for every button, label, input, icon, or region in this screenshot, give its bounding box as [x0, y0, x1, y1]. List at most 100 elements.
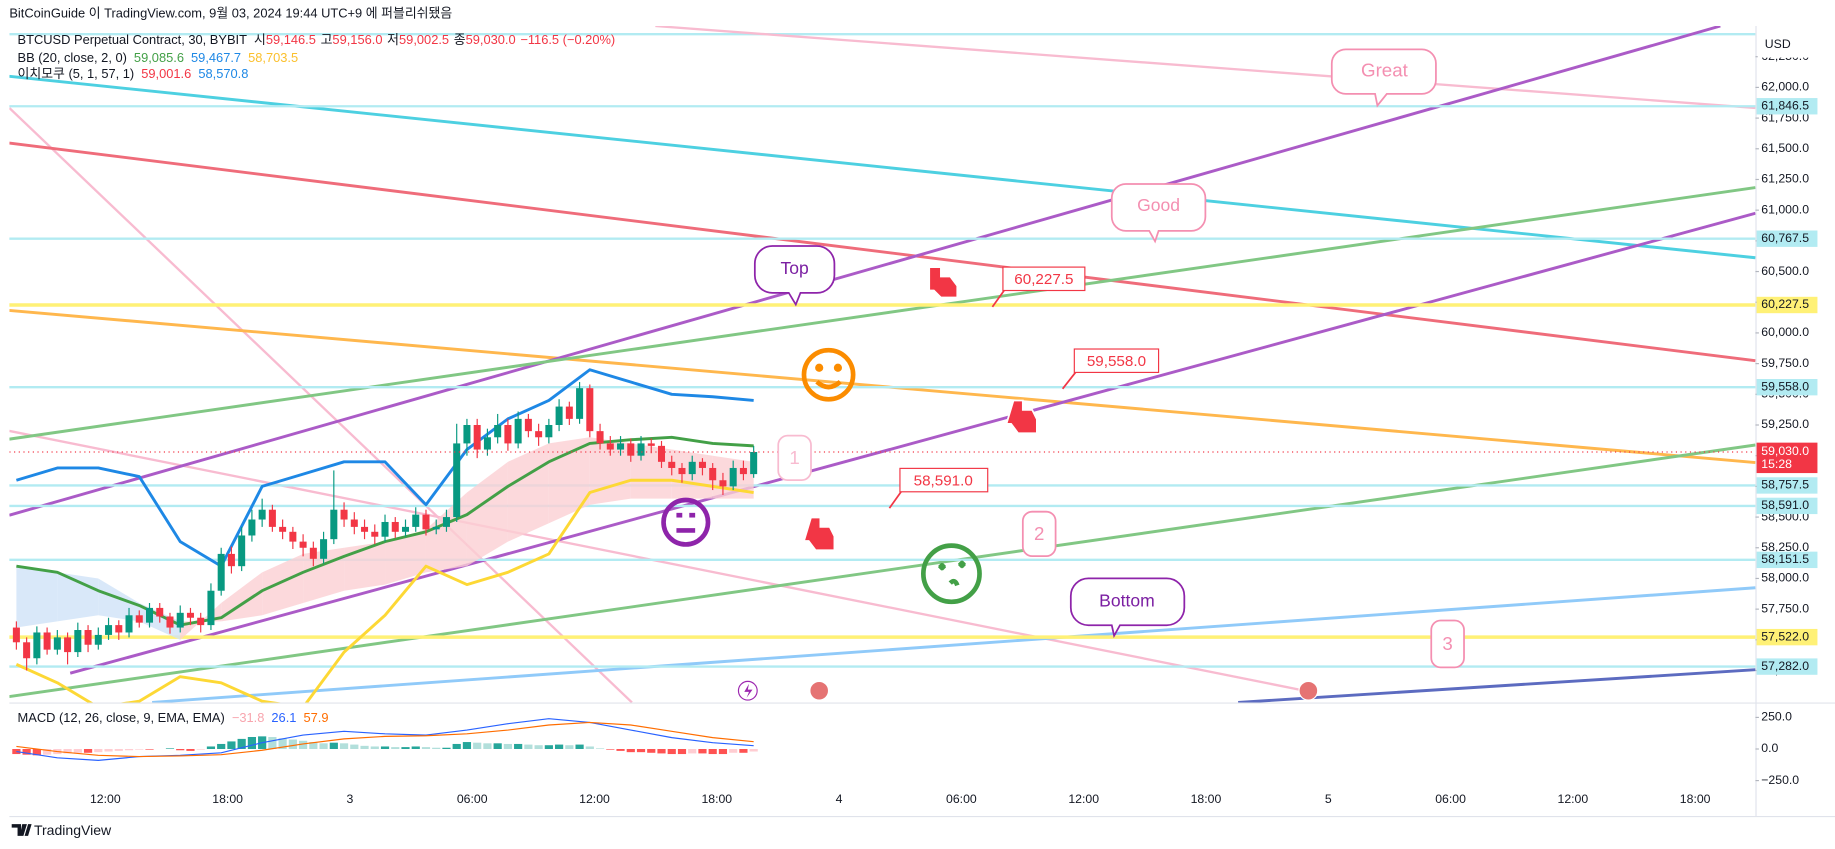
trend-line	[9, 443, 1756, 699]
x-tick-label: 18:00	[1680, 792, 1711, 806]
macd-histogram-bar	[83, 749, 93, 753]
candle-body	[217, 553, 225, 591]
macd-histogram-bar	[380, 746, 390, 750]
y-tick-label: −250.0	[1761, 773, 1799, 787]
macd-histogram-bar	[186, 749, 195, 751]
candle-body	[135, 615, 143, 623]
macd-histogram-bar	[411, 746, 420, 750]
hand-icon	[1005, 399, 1038, 435]
candle-body	[340, 509, 348, 520]
trend-line	[69, 211, 1756, 675]
candle-body	[186, 612, 194, 618]
candle-body	[268, 509, 276, 527]
macd-histogram-bar	[442, 747, 451, 750]
macd-histogram-bar	[626, 749, 635, 753]
candle-body	[514, 418, 522, 444]
x-tick-label: 18:00	[1191, 792, 1222, 806]
candle-body	[719, 480, 727, 487]
x-tick-label: 12:00	[90, 792, 121, 806]
macd-histogram-bar	[104, 749, 113, 752]
candle-body	[401, 526, 410, 532]
last-price-bg	[1756, 442, 1818, 474]
candle-body	[330, 509, 338, 540]
trend-line	[9, 141, 1756, 363]
macd-histogram-bar	[595, 748, 605, 750]
cloud-segment	[57, 572, 99, 622]
y-tick-label: 58,000.0	[1761, 571, 1809, 585]
candle-body	[545, 424, 553, 438]
y-tick-label: 0.0	[1761, 741, 1778, 755]
price-note	[1073, 348, 1160, 374]
macd-histogram-bar	[575, 744, 584, 750]
candle-body	[176, 612, 184, 628]
candle-body	[115, 625, 123, 633]
pointer	[1061, 371, 1077, 390]
candle-body	[412, 514, 420, 527]
currency: USD	[1765, 37, 1791, 51]
event-icon[interactable]	[809, 680, 830, 701]
x-tick-label: 4	[836, 792, 843, 806]
macd-histogram-bar	[32, 749, 41, 756]
x-tick-label: 06:00	[1435, 792, 1466, 806]
wave-marker	[777, 434, 812, 481]
level-label-bg	[1756, 628, 1818, 646]
trend-line	[152, 586, 1756, 703]
y-tick-label: 58,250.0	[1761, 540, 1809, 554]
level-label: 59,558.0	[1761, 379, 1809, 393]
macd-histogram-bar	[360, 745, 369, 750]
candle-body	[483, 437, 491, 450]
candle-body	[33, 632, 41, 659]
candle-body	[739, 467, 747, 475]
legend-bb: BB (20, close, 2, 0) 59,085.6 59,467.7 58,7…	[18, 50, 299, 65]
candle-body	[524, 418, 532, 432]
candle-body	[74, 630, 82, 653]
level-label-bg	[1756, 378, 1818, 396]
legend-value: 59,467.7	[191, 50, 241, 65]
macd-histogram-bar	[339, 743, 349, 750]
candle-body	[463, 424, 471, 444]
candle-body	[43, 632, 51, 650]
candle-body	[627, 443, 635, 456]
candle-body	[309, 547, 317, 559]
candle-body	[637, 443, 645, 456]
wave-label: 1	[789, 447, 799, 468]
event-icon[interactable]	[1298, 680, 1319, 701]
candle-body	[371, 531, 379, 537]
candle-body	[432, 526, 440, 530]
x-tick-label: 12:00	[1558, 792, 1589, 806]
legend-value: 26.1	[271, 710, 296, 725]
macd-histogram-bar	[473, 742, 482, 750]
macd-histogram-bar	[227, 741, 236, 750]
trend-line	[655, 26, 1756, 110]
cloud-segment	[466, 461, 508, 567]
macd-histogram-bar	[739, 749, 748, 753]
callout	[753, 245, 836, 307]
event-icon	[744, 683, 753, 698]
legend-value: 59,156.0	[332, 33, 382, 48]
macd-histogram-bar	[278, 738, 287, 750]
y-tick-label: 61,500.0	[1761, 141, 1809, 155]
cloud-segment	[16, 566, 58, 628]
macd-histogram-bar	[268, 736, 277, 750]
macd-histogram-bar	[524, 744, 533, 750]
wave-marker	[1021, 510, 1057, 558]
footer-brand: TradingView	[34, 822, 112, 838]
macd-histogram-bar	[729, 749, 738, 753]
legend-macd: MACD (12, 26, close, 9, EMA, EMA) −31.8 26…	[18, 710, 329, 725]
hand-icon	[928, 266, 959, 299]
candle-body	[166, 616, 174, 628]
level-label-bg	[1756, 477, 1818, 494]
candle-body	[647, 443, 655, 446]
candle-body	[207, 590, 215, 626]
y-tick-label: 250.0	[1761, 710, 1792, 724]
bb-upper	[15, 368, 754, 568]
candle-body	[279, 526, 287, 532]
macd-histogram-bar	[22, 749, 31, 755]
candle-body	[53, 637, 61, 650]
level-label: 58,591.0	[1761, 498, 1809, 512]
level-label: 58,757.5	[1761, 478, 1809, 492]
macd-histogram-bar	[657, 749, 666, 754]
neutral-emoji	[661, 497, 711, 547]
trend-line	[9, 186, 1756, 441]
